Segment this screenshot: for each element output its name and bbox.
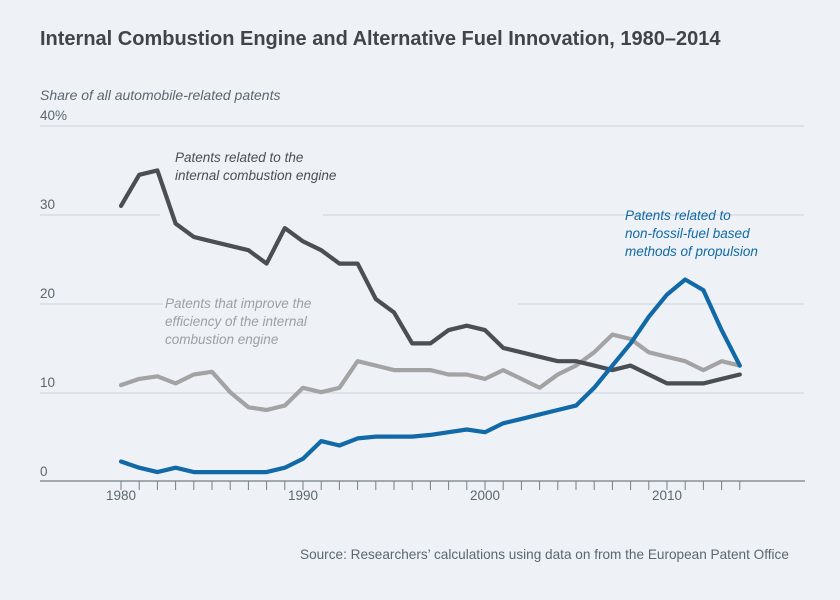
- svg-text:non-fossil-fuel based: non-fossil-fuel based: [625, 226, 750, 241]
- svg-text:2010: 2010: [652, 488, 682, 503]
- svg-text:1980: 1980: [106, 488, 136, 503]
- svg-text:Patents related to: Patents related to: [625, 208, 731, 223]
- svg-text:1990: 1990: [288, 488, 318, 503]
- svg-text:Patents related to the: Patents related to the: [175, 150, 303, 165]
- svg-text:Patents that improve the: Patents that improve the: [165, 296, 311, 311]
- svg-text:efficiency of the internal: efficiency of the internal: [165, 314, 308, 329]
- svg-text:0: 0: [40, 464, 48, 479]
- svg-text:10: 10: [40, 375, 55, 390]
- svg-text:20: 20: [40, 286, 55, 301]
- svg-text:methods of propulsion: methods of propulsion: [625, 244, 758, 259]
- svg-text:30: 30: [40, 197, 55, 212]
- svg-text:combustion engine: combustion engine: [165, 332, 278, 347]
- svg-text:40%: 40%: [40, 108, 67, 123]
- svg-text:2000: 2000: [470, 488, 500, 503]
- svg-text:internal combustion engine: internal combustion engine: [175, 168, 336, 183]
